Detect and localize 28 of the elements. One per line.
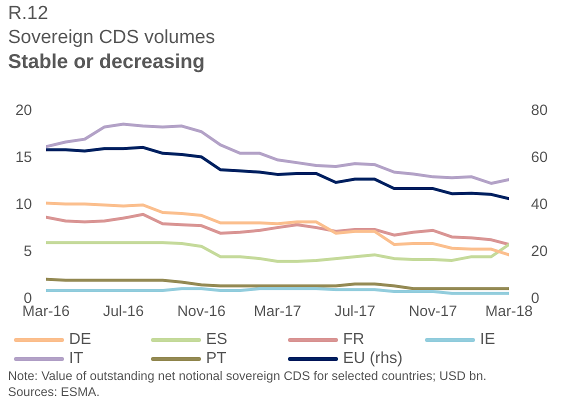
y-tick-label: 20: [15, 102, 32, 120]
y-tick-label: 5: [24, 243, 32, 260]
legend-label: IE: [480, 330, 496, 349]
y2-tick-label: 20: [531, 243, 548, 260]
legend-label: DE: [69, 330, 92, 349]
y-tick-label: 15: [15, 149, 32, 166]
y2-tick-label: 0: [531, 290, 540, 308]
legend-label: FR: [343, 330, 364, 349]
x-tick-label: Nov-17: [408, 303, 458, 320]
legend-label: ES: [206, 330, 228, 349]
y2-tick-label: 40: [531, 196, 548, 214]
x-tick-label: Mar-18: [485, 303, 533, 320]
x-tick-label: Jul-16: [102, 303, 144, 320]
source-note: Sources: ESMA.: [8, 384, 101, 400]
legend-label: EU (rhs): [343, 349, 403, 368]
chart-subtitle: Sovereign CDS volumes: [8, 26, 215, 50]
legend-label: PT: [206, 349, 226, 368]
x-tick-label: Mar-17: [254, 303, 302, 320]
x-tick-label: Nov-16: [177, 303, 226, 320]
legend-label: IT: [69, 349, 84, 368]
y-tick-label: 10: [15, 196, 32, 214]
x-tick-label: Mar-16: [22, 303, 70, 320]
y2-tick-label: 60: [531, 149, 548, 166]
x-tick-label: Jul-17: [334, 303, 376, 320]
y2-tick-label: 80: [531, 102, 548, 120]
text: Note: Value of outstanding net notional sovereign CDS for selected countries; USD bn.: [8, 368, 488, 384]
chart-title: Stable or decreasing: [8, 50, 206, 74]
text: R.12: [8, 2, 50, 26]
